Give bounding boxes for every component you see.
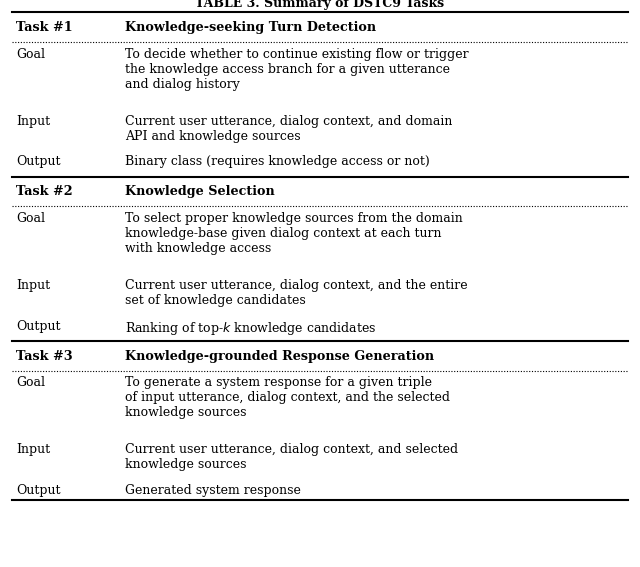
- Text: Knowledge Selection: Knowledge Selection: [125, 185, 275, 198]
- Text: Knowledge-grounded Response Generation: Knowledge-grounded Response Generation: [125, 350, 434, 362]
- Text: Input: Input: [16, 115, 50, 128]
- Text: Ranking of top-$k$ knowledge candidates: Ranking of top-$k$ knowledge candidates: [125, 320, 376, 337]
- Text: Current user utterance, dialog context, and domain
API and knowledge sources: Current user utterance, dialog context, …: [125, 115, 452, 142]
- Text: Task #3: Task #3: [16, 350, 72, 362]
- Text: Task #2: Task #2: [16, 185, 72, 198]
- Text: Input: Input: [16, 279, 50, 292]
- Text: To generate a system response for a given triple
of input utterance, dialog cont: To generate a system response for a give…: [125, 376, 450, 420]
- Text: Output: Output: [16, 155, 61, 168]
- Text: Goal: Goal: [16, 48, 45, 61]
- Text: Binary class (requires knowledge access or not): Binary class (requires knowledge access …: [125, 155, 429, 168]
- Text: To decide whether to continue existing flow or trigger
the knowledge access bran: To decide whether to continue existing f…: [125, 48, 468, 91]
- Text: Input: Input: [16, 443, 50, 456]
- Text: Current user utterance, dialog context, and the entire
set of knowledge candidat: Current user utterance, dialog context, …: [125, 279, 467, 307]
- Text: Current user utterance, dialog context, and selected
knowledge sources: Current user utterance, dialog context, …: [125, 443, 458, 471]
- Text: Goal: Goal: [16, 376, 45, 390]
- Text: Generated system response: Generated system response: [125, 484, 301, 497]
- Text: Goal: Goal: [16, 212, 45, 225]
- Text: Knowledge-seeking Turn Detection: Knowledge-seeking Turn Detection: [125, 21, 376, 33]
- Text: TABLE 3. Summary of DSTC9 Tasks: TABLE 3. Summary of DSTC9 Tasks: [195, 0, 445, 10]
- Text: Output: Output: [16, 320, 61, 333]
- Text: Output: Output: [16, 484, 61, 497]
- Text: Task #1: Task #1: [16, 21, 72, 33]
- Text: To select proper knowledge sources from the domain
knowledge-base given dialog c: To select proper knowledge sources from …: [125, 212, 463, 255]
